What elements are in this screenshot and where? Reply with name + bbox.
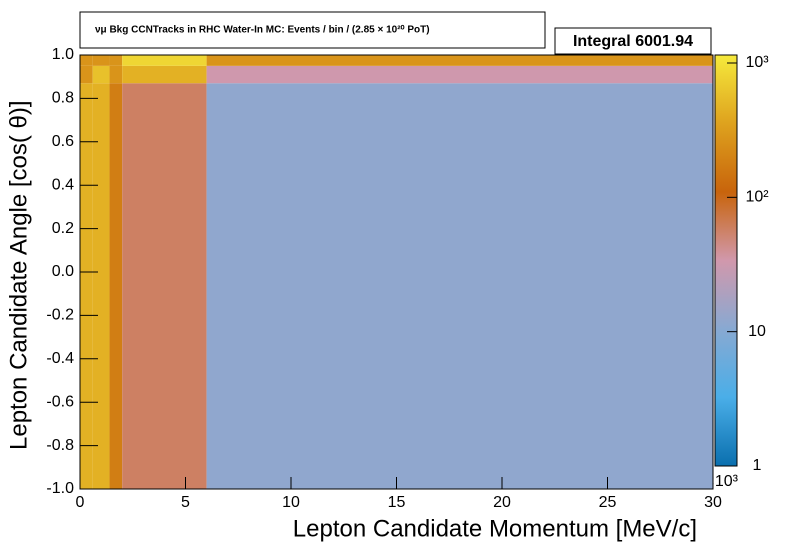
heatmap-cell — [80, 83, 93, 490]
y-tick-label: -0.8 — [46, 437, 74, 454]
heatmap-cell — [80, 65, 93, 84]
stats-text: Integral 6001.94 — [573, 33, 693, 50]
color-bar-frame — [714, 54, 738, 467]
y-axis-label: Lepton Candidate Angle [cos( θ)] — [5, 100, 32, 450]
title-box — [79, 11, 546, 49]
x-tick-label: 10 — [282, 494, 300, 511]
heatmap-cell — [109, 55, 123, 66]
z-tick-label: 10² — [745, 189, 769, 206]
y-tick-label: 0.0 — [52, 263, 74, 280]
z-tick-label: 10 — [748, 323, 766, 340]
y-tick-label: -0.6 — [46, 393, 74, 410]
x-axis-label: Lepton Candidate Momentum [MeV/c] — [293, 515, 697, 542]
color-bar — [715, 55, 737, 466]
heatmap-cell — [92, 83, 110, 490]
heatmap-cell — [206, 83, 713, 490]
y-tick-label: 0.2 — [52, 220, 74, 237]
x-tick-label: 15 — [388, 494, 406, 511]
x-tick-label: 30 — [704, 494, 722, 511]
heatmap-cell — [206, 65, 713, 84]
heatmap-cell — [122, 55, 207, 66]
heatmap-cell — [92, 55, 110, 66]
z-tick-label: 10³ — [745, 54, 769, 71]
heatmap-cell — [122, 83, 207, 490]
y-tick-label: -1.0 — [46, 480, 74, 497]
chart-title: νμ Bkg CCNTracks in RHC Water-In MC: Eve… — [95, 25, 430, 36]
heatmap-cell — [92, 65, 110, 84]
z-tick-label: 1 — [753, 457, 762, 474]
heatmap-cell — [206, 55, 713, 66]
y-tick-label: 0.6 — [52, 133, 74, 150]
heatmap-cell — [109, 83, 123, 490]
heatmap-cell — [122, 65, 207, 84]
y-tick-label: 0.4 — [52, 176, 74, 193]
x-tick-label: 5 — [181, 494, 190, 511]
x-tick-label: 0 — [76, 494, 85, 511]
y-tick-label: 1.0 — [52, 46, 74, 63]
stats-box — [554, 27, 712, 55]
y-tick-label: 0.8 — [52, 90, 74, 107]
x-tick-label: 25 — [599, 494, 617, 511]
heatmap-cell — [80, 55, 93, 66]
x-multiplier: ×10³ — [706, 473, 739, 490]
y-tick-label: -0.2 — [46, 307, 74, 324]
heatmap-cell — [109, 65, 123, 84]
y-tick-label: -0.4 — [46, 350, 74, 367]
x-tick-label: 20 — [493, 494, 511, 511]
